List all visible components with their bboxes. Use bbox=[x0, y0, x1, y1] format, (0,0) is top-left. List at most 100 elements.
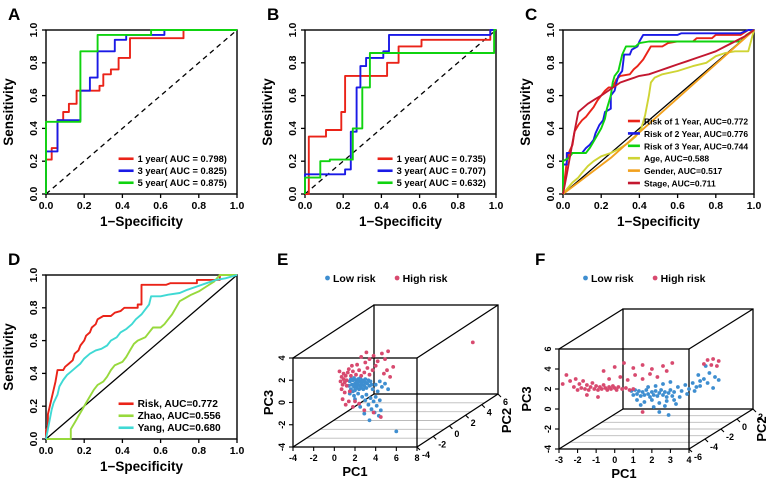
x-tick-label: 0.8 bbox=[191, 445, 206, 457]
legend-label: High risk bbox=[661, 273, 706, 285]
box-depth-edge bbox=[558, 408, 624, 450]
panel-letter: B bbox=[267, 5, 279, 24]
x-tick-label: 2 bbox=[352, 453, 357, 463]
z-tick-label: 2 bbox=[471, 418, 476, 428]
scatter-points-high-risk bbox=[337, 340, 475, 419]
y-tick-label: 1.0 bbox=[28, 23, 40, 38]
x-tick-label: 0.4 bbox=[632, 200, 647, 212]
roc-curve bbox=[562, 29, 754, 194]
x-axis-label: 1−Specificity bbox=[100, 459, 183, 474]
x-tick-label: 0.0 bbox=[39, 200, 54, 212]
legend-label: Gender, AUC=0.517 bbox=[644, 166, 723, 176]
x-tick-label: 0.8 bbox=[191, 200, 206, 212]
x-tick-label: -2 bbox=[574, 455, 582, 465]
x-tick-label: 0.4 bbox=[115, 445, 130, 457]
y-tick-label: 2 bbox=[543, 386, 553, 391]
panel-E-pca-scatter3d: E -4 -2 0 2 4 6 8 -4 -2 0 2 4 -4 -2 0 2 4 6 PC1 PC3 PC2 Low ri… bbox=[259, 245, 518, 489]
legend-label: 3 year( AUC = 0.707) bbox=[397, 166, 486, 176]
box-depth-edge bbox=[688, 308, 754, 350]
x-tick-label: 6 bbox=[394, 453, 399, 463]
y-axis-label: Sensitivity bbox=[1, 78, 16, 146]
z-tick-label: -4 bbox=[710, 442, 718, 452]
box-depth-edge bbox=[416, 304, 499, 359]
legend-label: 5 year( AUC = 0.632) bbox=[397, 178, 486, 188]
x-tick-label: 8 bbox=[414, 453, 419, 463]
x-tick-label: -1 bbox=[592, 455, 600, 465]
z-axis-label: PC2 bbox=[754, 416, 769, 441]
y-tick-label: 0.4 bbox=[545, 121, 557, 136]
scatter-points-low-risk bbox=[629, 364, 721, 417]
z-tick-label: -2 bbox=[438, 439, 446, 449]
y-axis-label: Sensitivity bbox=[518, 78, 533, 146]
x-tick-label: 0.0 bbox=[556, 200, 571, 212]
plot-box bbox=[45, 29, 238, 195]
x-axis-label: 1−Specificity bbox=[359, 214, 442, 229]
x-tick-label: -3 bbox=[555, 455, 563, 465]
box-front-face bbox=[558, 348, 690, 450]
z-axis-label: PC2 bbox=[499, 408, 514, 433]
diagonal-reference-line bbox=[45, 29, 238, 195]
roc-curve bbox=[304, 29, 496, 194]
panel-B-roc-1-3-5-year: B 0.0 0.2 0.4 0.6 0.8 1.0 0.0 0.2 0.4 0.6 0.8 1.0 1−S… bbox=[259, 0, 518, 245]
y-tick-label: 0.2 bbox=[287, 154, 299, 169]
x-tick-label: 0.8 bbox=[708, 200, 723, 212]
legend-label: Age, AUC=0.588 bbox=[644, 154, 709, 164]
roc-curve bbox=[45, 274, 237, 439]
y-tick-label: 0 bbox=[277, 400, 287, 405]
box-back-face bbox=[622, 308, 754, 410]
x-tick-label: 1.0 bbox=[489, 200, 504, 212]
y-tick-label: 4 bbox=[277, 355, 287, 360]
plot-box bbox=[562, 29, 755, 195]
panel-F-pca-scatter3d: F -3 -2 -1 0 1 2 3 4 -4 -2 0 2 4 6 -6 -4 -2 0 2 PC1 PC3 PC2 Low… bbox=[517, 245, 776, 489]
panel-letter: C bbox=[525, 5, 537, 24]
panel-letter: A bbox=[8, 5, 20, 24]
x-tick-label: 0.2 bbox=[77, 445, 92, 457]
roc-curve bbox=[304, 29, 496, 194]
panel-letter: E bbox=[277, 250, 288, 269]
y-tick-label: -2 bbox=[277, 421, 287, 429]
x-tick-label: 4 bbox=[373, 453, 378, 463]
y-axis-label: PC3 bbox=[261, 390, 276, 415]
y-tick-label: 0.2 bbox=[28, 399, 40, 414]
y-tick-label: 0.6 bbox=[287, 88, 299, 103]
scatter-points-high-risk bbox=[560, 357, 721, 414]
x-axis-label: 1−Specificity bbox=[617, 214, 700, 229]
diagonal-reference-line bbox=[45, 274, 238, 440]
y-tick-label: 0.2 bbox=[545, 154, 557, 169]
legend-label: Risk, AUC=0.772 bbox=[138, 399, 219, 410]
y-tick-label: 0.4 bbox=[287, 121, 299, 136]
roc-curve bbox=[46, 274, 237, 440]
legend-label: Low risk bbox=[333, 273, 376, 285]
y-tick-label: 0.8 bbox=[287, 55, 299, 70]
z-tick-label: 0 bbox=[454, 429, 459, 439]
y-tick-label: 1.0 bbox=[287, 23, 299, 38]
panel-A-roc-1-3-5-year: A 0.0 0.2 0.4 0.6 0.8 1.0 0.0 0.2 0.4 0.6 0.8 1.0 1−S… bbox=[0, 0, 259, 245]
roc-curve bbox=[45, 274, 238, 440]
x-tick-label: 0.2 bbox=[77, 200, 92, 212]
z-tick-label: 2 bbox=[758, 412, 763, 422]
legend-dot bbox=[394, 275, 400, 281]
y-tick-label: 4 bbox=[543, 366, 553, 371]
y-tick-label: -2 bbox=[543, 425, 553, 433]
x-axis-label: 1−Specificity bbox=[100, 214, 183, 229]
roc-curve bbox=[45, 29, 237, 194]
z-tick-label: 0 bbox=[742, 422, 747, 432]
plot-box bbox=[304, 29, 497, 195]
roc-plot-A: A 0.0 0.2 0.4 0.6 0.8 1.0 0.0 0.2 0.4 0.6 0.8 1.0 1−S… bbox=[1, 5, 244, 229]
y-tick-label: 6 bbox=[543, 346, 553, 351]
roc-curve bbox=[562, 29, 755, 195]
x-tick-label: 0.6 bbox=[412, 200, 427, 212]
y-tick-label: 0.2 bbox=[28, 154, 40, 169]
legend-label: Yang, AUC=0.680 bbox=[138, 423, 221, 434]
x-tick-label: 0.2 bbox=[594, 200, 609, 212]
diagonal-reference-line bbox=[304, 29, 497, 195]
y-tick-label: 0.6 bbox=[28, 333, 40, 348]
roc-curve bbox=[562, 29, 755, 195]
legend-label: High risk bbox=[403, 273, 448, 285]
legend-label: 5 year( AUC = 0.875) bbox=[138, 178, 227, 188]
x-tick-label: 0 bbox=[332, 453, 337, 463]
x-tick-label: 0.0 bbox=[298, 200, 313, 212]
y-tick-label: 0.0 bbox=[545, 187, 557, 202]
x-tick-label: 3 bbox=[668, 455, 673, 465]
y-tick-label: 0.6 bbox=[545, 88, 557, 103]
